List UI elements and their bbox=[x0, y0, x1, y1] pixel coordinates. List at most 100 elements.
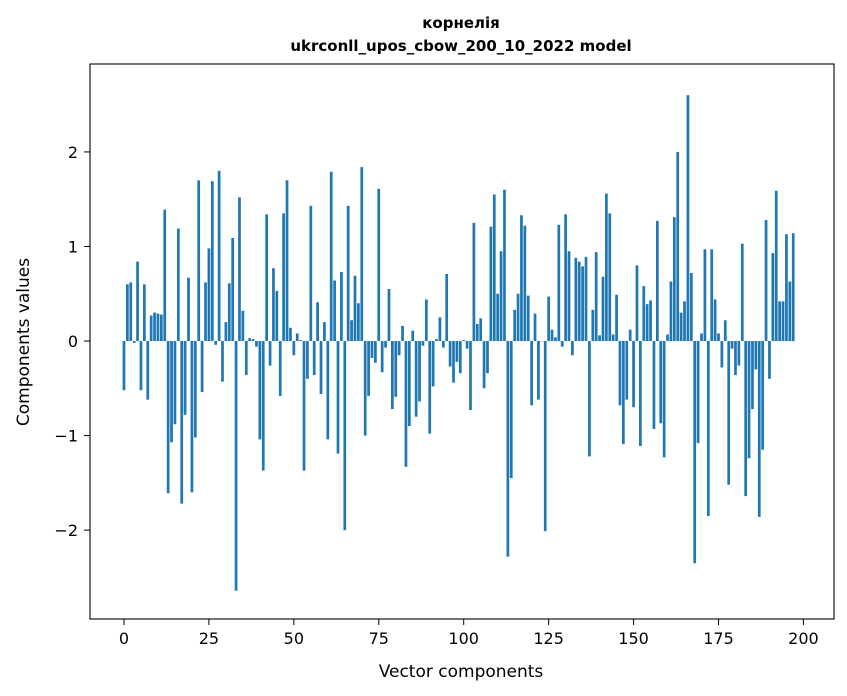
bar-component-44 bbox=[272, 268, 275, 342]
bar-component-102 bbox=[469, 341, 472, 411]
bar-component-146 bbox=[618, 341, 622, 406]
bar-component-127 bbox=[554, 337, 557, 342]
bar-component-143 bbox=[608, 213, 612, 342]
bar-component-160 bbox=[666, 334, 669, 342]
bar-component-176 bbox=[720, 341, 724, 368]
bar-component-34 bbox=[238, 197, 241, 342]
bar-component-137 bbox=[588, 341, 591, 457]
bar-component-94 bbox=[441, 341, 445, 348]
bar-component-24 bbox=[204, 282, 207, 342]
bar-component-15 bbox=[173, 341, 177, 425]
bar-component-179 bbox=[730, 341, 734, 349]
bar-component-170 bbox=[700, 333, 703, 342]
bar-component-56 bbox=[312, 341, 316, 376]
x-tick-label: 125 bbox=[533, 629, 564, 648]
bar-component-72 bbox=[367, 341, 370, 396]
bar-component-157 bbox=[655, 220, 659, 342]
bar-component-70 bbox=[360, 167, 364, 342]
bar-component-163 bbox=[676, 151, 680, 342]
bar-component-32 bbox=[231, 237, 235, 342]
x-tick-label: 50 bbox=[284, 629, 304, 648]
bar-component-89 bbox=[424, 299, 428, 342]
bar-component-124 bbox=[543, 341, 547, 532]
bar-component-22 bbox=[197, 180, 201, 342]
bar-component-42 bbox=[265, 214, 269, 342]
bar-component-86 bbox=[414, 341, 418, 417]
bar-component-73 bbox=[370, 341, 374, 359]
bar-component-196 bbox=[788, 281, 792, 342]
bar-component-80 bbox=[394, 341, 398, 397]
bar-component-194 bbox=[781, 301, 785, 342]
bar-component-171 bbox=[703, 249, 707, 342]
bar-component-156 bbox=[652, 341, 656, 429]
bar-component-109 bbox=[492, 194, 496, 342]
bar-component-35 bbox=[241, 310, 245, 342]
bar-component-165 bbox=[683, 301, 686, 342]
bar-component-26 bbox=[210, 181, 214, 342]
bar-component-164 bbox=[679, 312, 683, 342]
bar-component-193 bbox=[778, 301, 781, 342]
bar-component-107 bbox=[486, 341, 489, 374]
bar-component-100 bbox=[462, 340, 466, 342]
bar-component-108 bbox=[489, 226, 493, 342]
bar-component-87 bbox=[418, 341, 421, 402]
x-tick-label: 150 bbox=[618, 629, 649, 648]
y-tick-label: −2 bbox=[54, 521, 78, 540]
bar-component-37 bbox=[248, 338, 252, 342]
bar-component-62 bbox=[333, 280, 336, 342]
bar-component-12 bbox=[163, 209, 167, 342]
bar-component-158 bbox=[659, 341, 663, 424]
bar-component-43 bbox=[268, 341, 272, 366]
bar-component-68 bbox=[353, 275, 357, 342]
bar-component-131 bbox=[567, 251, 571, 342]
bar-component-133 bbox=[574, 257, 578, 342]
bar-component-90 bbox=[428, 341, 432, 434]
bar-component-122 bbox=[537, 341, 540, 400]
bar-component-88 bbox=[421, 341, 425, 346]
bar-component-142 bbox=[605, 193, 608, 342]
bar-component-132 bbox=[571, 341, 574, 356]
bar-component-175 bbox=[717, 333, 720, 342]
bar-component-40 bbox=[258, 341, 262, 440]
x-tick-label: 175 bbox=[703, 629, 734, 648]
bar-component-76 bbox=[380, 341, 384, 373]
bar-component-58 bbox=[319, 341, 323, 394]
bar-component-60 bbox=[326, 341, 330, 440]
bar-component-66 bbox=[346, 205, 350, 342]
bar-component-14 bbox=[170, 341, 173, 443]
bar-component-23 bbox=[200, 341, 204, 393]
x-tick-label: 200 bbox=[788, 629, 819, 648]
bar-component-190 bbox=[768, 341, 771, 379]
bar-component-17 bbox=[180, 341, 184, 504]
bar-component-188 bbox=[761, 341, 765, 450]
bar-component-10 bbox=[156, 313, 160, 342]
bar-component-97 bbox=[452, 341, 455, 383]
bar-component-79 bbox=[391, 341, 394, 410]
bar-component-189 bbox=[764, 220, 768, 342]
bar-component-38 bbox=[251, 339, 255, 342]
bar-component-186 bbox=[754, 341, 758, 370]
bar-component-64 bbox=[340, 272, 343, 342]
x-axis-ticks: 0 25 50 75 100 125 150 175 200 bbox=[119, 619, 819, 648]
bar-component-45 bbox=[275, 290, 279, 342]
bar-component-139 bbox=[594, 252, 598, 342]
bar-component-152 bbox=[639, 341, 642, 446]
bar-component-7 bbox=[146, 341, 150, 400]
bar-component-173 bbox=[710, 249, 714, 342]
bar-component-13 bbox=[166, 341, 170, 494]
bar-component-19 bbox=[187, 277, 190, 342]
bar-component-112 bbox=[503, 189, 506, 342]
bar-component-148 bbox=[625, 341, 629, 400]
bar-component-2 bbox=[129, 282, 133, 342]
bar-component-161 bbox=[669, 281, 673, 342]
bar-component-104 bbox=[475, 324, 479, 342]
bar-component-11 bbox=[159, 314, 163, 342]
bar-component-92 bbox=[435, 339, 438, 342]
bar-component-55 bbox=[309, 205, 313, 342]
bar-component-6 bbox=[143, 284, 146, 342]
bar-component-4 bbox=[136, 261, 139, 342]
bar-component-167 bbox=[689, 272, 693, 342]
bar-component-140 bbox=[598, 335, 601, 342]
bar-component-118 bbox=[523, 225, 527, 342]
